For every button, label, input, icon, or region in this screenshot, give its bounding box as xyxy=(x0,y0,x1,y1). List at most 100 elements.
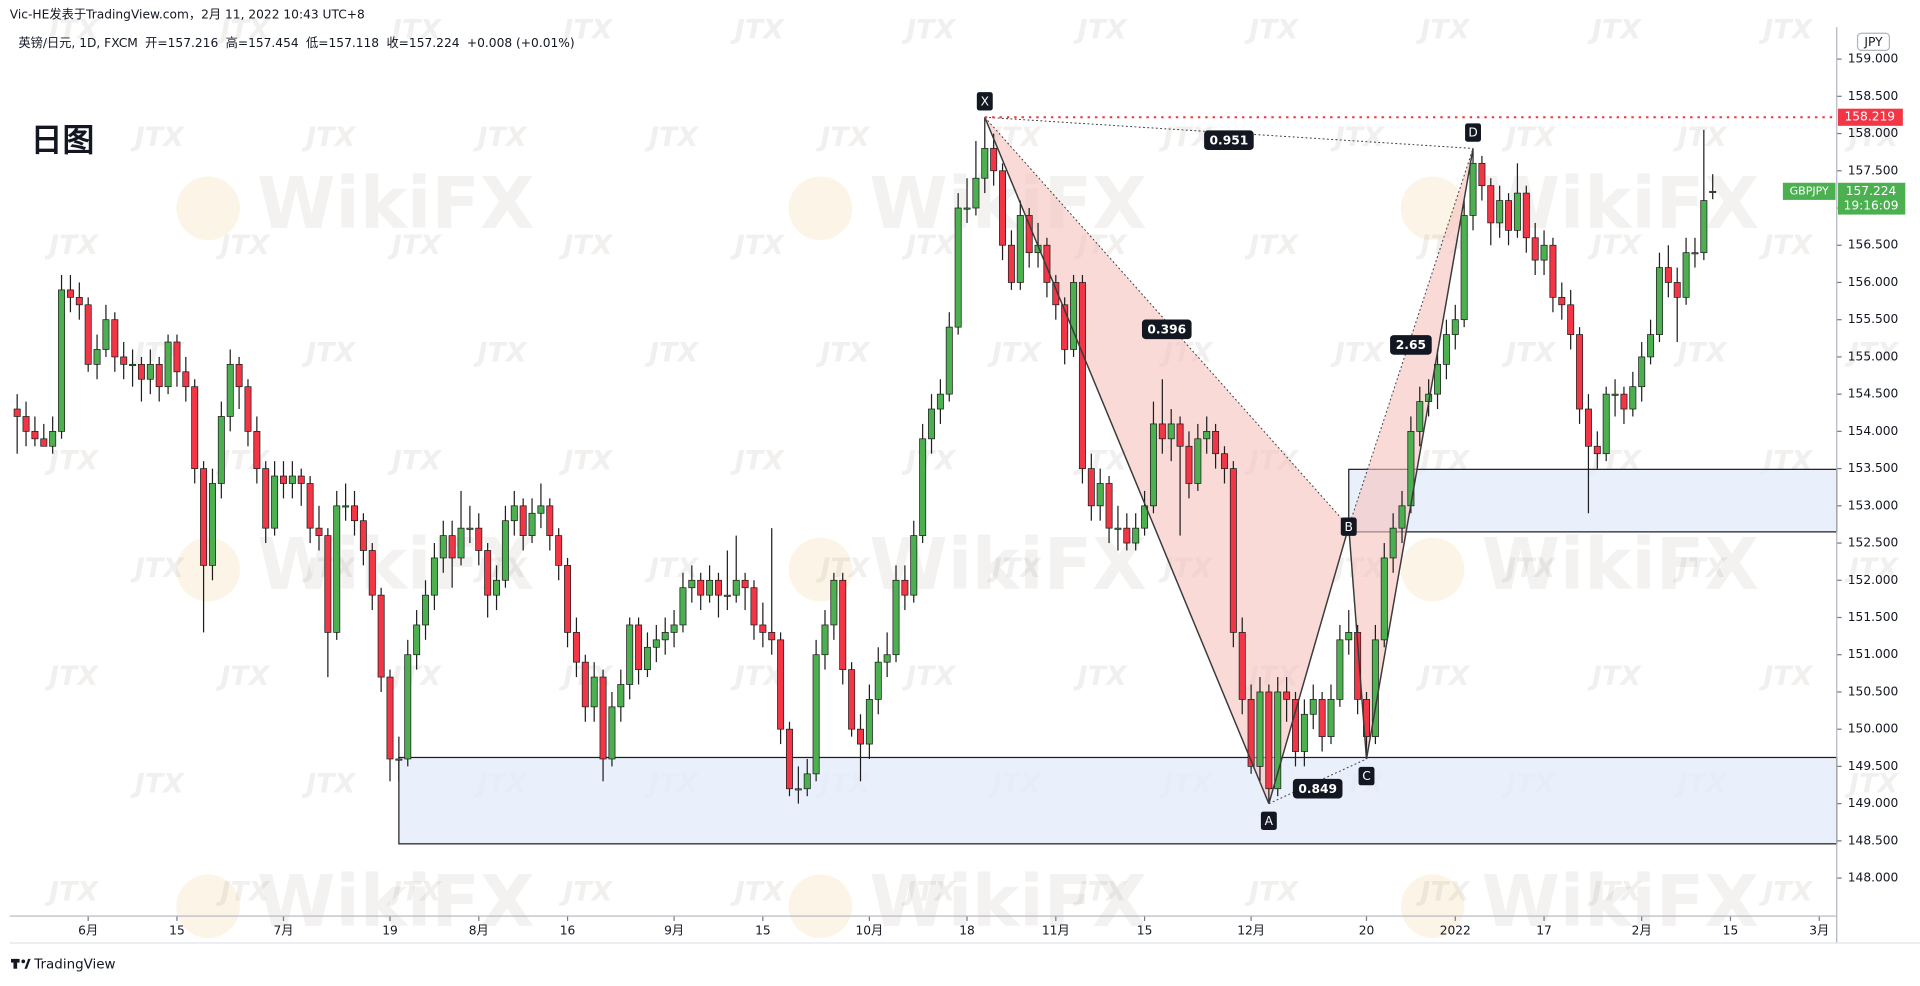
candle-body xyxy=(1292,699,1299,752)
candle-body xyxy=(528,512,536,536)
candle-body xyxy=(164,341,172,388)
candle-body xyxy=(865,699,873,745)
candle-body xyxy=(493,579,501,596)
candle-body xyxy=(1691,252,1699,255)
x-tick-label: 18 xyxy=(959,923,975,937)
candle-body xyxy=(1576,334,1584,410)
watermark-logo xyxy=(1400,874,1465,939)
watermark: JTX xyxy=(901,230,956,261)
candle-body xyxy=(306,483,314,529)
support-zone xyxy=(398,756,1838,845)
candle-body xyxy=(1567,304,1575,335)
watermark: JTX xyxy=(644,553,699,584)
candle-body xyxy=(590,676,598,708)
candle-body xyxy=(1647,334,1655,358)
x-tick-label: 6月 xyxy=(78,923,98,937)
candle-body xyxy=(919,438,927,536)
watermark: JTX xyxy=(730,230,785,261)
candle-body xyxy=(546,505,554,536)
candle-body xyxy=(1629,386,1637,410)
candle-body xyxy=(1496,200,1504,224)
symbol: 英镑/日元, 1D, FXCM xyxy=(18,35,137,50)
candle-body xyxy=(1522,192,1530,239)
ratio-box xyxy=(1141,319,1192,340)
logo-part xyxy=(24,958,31,969)
watermark: JTX xyxy=(644,122,699,153)
x-tick-label: 20 xyxy=(1359,923,1375,937)
candle-body xyxy=(457,527,465,559)
candle-body xyxy=(990,148,998,172)
ratio-box xyxy=(1292,778,1343,799)
watermark: JTX xyxy=(1415,661,1470,692)
pattern-line xyxy=(1268,526,1350,804)
watermark: JTX xyxy=(1673,122,1728,153)
watermark: JTX xyxy=(1073,14,1128,45)
candle-body xyxy=(342,505,350,508)
watermark: JTX xyxy=(215,14,270,45)
candle-body xyxy=(111,319,119,358)
candle-body xyxy=(1513,192,1521,231)
watermark: JTX xyxy=(558,445,613,476)
candle-body xyxy=(670,624,678,633)
watermark: JTX xyxy=(1844,553,1899,584)
watermark: JTX xyxy=(1587,14,1642,45)
watermark-logo xyxy=(176,176,240,241)
watermark: JTX xyxy=(1415,14,1470,45)
candle-body xyxy=(1345,632,1353,641)
x-tick-label: 10月 xyxy=(855,923,883,937)
x-tick-label: 3月 xyxy=(1809,923,1829,937)
candle-body xyxy=(475,527,483,551)
candle-body xyxy=(262,468,270,529)
candle-body xyxy=(1584,408,1592,447)
candle-body xyxy=(1300,713,1308,752)
candle-body xyxy=(510,505,518,522)
watermark: JTX xyxy=(1758,230,1813,261)
watermark: JTX xyxy=(1244,876,1299,907)
candle-body xyxy=(1185,445,1193,484)
candle-body xyxy=(1070,282,1078,350)
candle-body xyxy=(608,706,616,760)
candle-body xyxy=(129,363,137,366)
watermark: JTX xyxy=(730,661,785,692)
candle-body xyxy=(1655,267,1663,335)
candle-body xyxy=(484,550,492,596)
candle-body xyxy=(191,386,199,469)
watermark: JTX xyxy=(130,122,185,153)
candle-body xyxy=(857,728,864,745)
x-tick-label: 15 xyxy=(1137,923,1153,937)
y-tick-label: 150.000 xyxy=(1848,722,1899,736)
candle-body xyxy=(643,646,651,670)
watermark: JTX xyxy=(1501,122,1556,153)
x-tick-label: 9月 xyxy=(664,923,684,937)
candle-body xyxy=(1478,162,1486,187)
watermark: JTX xyxy=(815,122,870,153)
x-tick-label: 15 xyxy=(755,923,771,937)
ticker-label: GBPJPY xyxy=(1790,184,1829,197)
candle-body xyxy=(661,632,669,641)
last-price-box xyxy=(1837,182,1906,215)
candle-body xyxy=(359,520,367,551)
candle-body xyxy=(1398,505,1406,529)
watermark: JTX xyxy=(1073,661,1128,692)
x-tick-label: 2022 xyxy=(1440,923,1471,937)
watermark: JTX xyxy=(1501,553,1556,584)
candle-body xyxy=(1176,423,1184,447)
candle-body xyxy=(1664,267,1672,283)
watermark: JTX xyxy=(387,661,442,692)
candle-body xyxy=(714,579,722,596)
candle-body xyxy=(1709,190,1717,193)
candle-body xyxy=(1434,363,1441,395)
candle-body xyxy=(963,207,971,210)
candle-body xyxy=(1141,505,1149,529)
candle-body xyxy=(155,363,163,388)
candle-body xyxy=(1105,483,1113,529)
candle-body xyxy=(288,475,296,484)
x-tick-label: 8月 xyxy=(469,923,489,937)
ratio-box xyxy=(1390,335,1432,355)
candle-body xyxy=(84,304,92,365)
pattern-point-box xyxy=(1358,766,1375,786)
watermark: JTX xyxy=(387,230,442,261)
candle-body xyxy=(572,632,580,663)
watermark: WikiFX xyxy=(869,162,1147,245)
candle-body xyxy=(75,296,83,306)
